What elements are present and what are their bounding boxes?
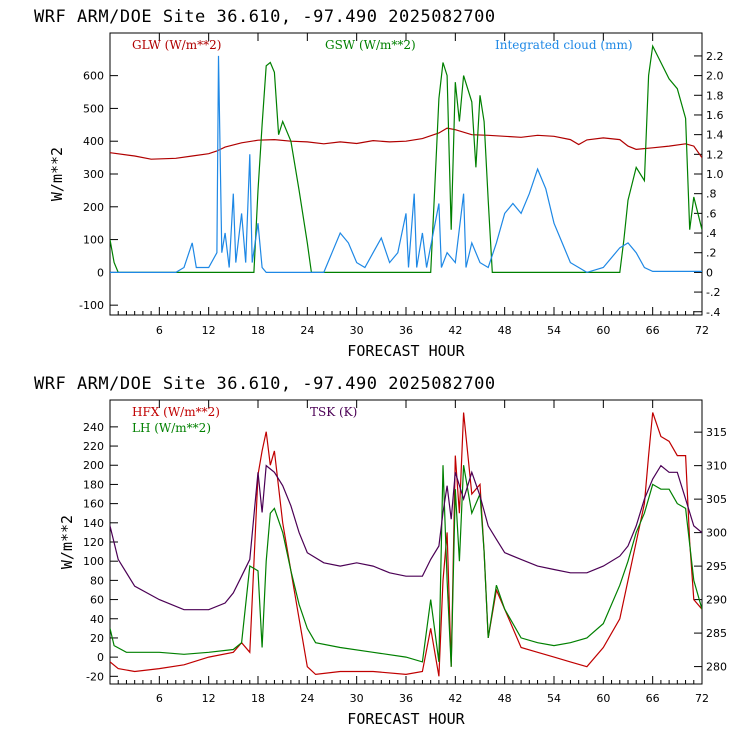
y-tick-label: 100 bbox=[83, 234, 104, 247]
y-tick-label: 240 bbox=[83, 421, 104, 434]
x-tick-label: 30 bbox=[350, 692, 364, 705]
plot-frame bbox=[109, 399, 703, 685]
y-tick-label: 20 bbox=[90, 632, 104, 645]
series-line-2 bbox=[110, 465, 702, 667]
y2-tick-label: 285 bbox=[706, 627, 727, 640]
x-tick-label: 48 bbox=[498, 324, 512, 337]
x-tick-label: 12 bbox=[202, 324, 216, 337]
x-tick-label: 12 bbox=[202, 692, 216, 705]
legend-entry: HFX (W/m**2) bbox=[132, 405, 220, 419]
x-tick-label: 24 bbox=[300, 324, 314, 337]
y2-tick-label: .6 bbox=[706, 207, 717, 220]
x-tick-label: 6 bbox=[156, 324, 163, 337]
y-tick-label: 180 bbox=[83, 478, 104, 491]
x-tick-label: 54 bbox=[547, 324, 561, 337]
y2-tick-label: -.4 bbox=[706, 306, 720, 319]
x-tick-label: 72 bbox=[695, 324, 709, 337]
y2-tick-label: 305 bbox=[706, 493, 727, 506]
x-tick-label: 66 bbox=[646, 692, 660, 705]
chart-title: WRF ARM/DOE Site 36.610, -97.490 2025082… bbox=[34, 374, 496, 394]
y2-tick-label: 280 bbox=[706, 661, 727, 674]
y2-tick-label: 1.0 bbox=[706, 168, 724, 181]
series-line-2 bbox=[110, 44, 702, 273]
x-tick-label: 60 bbox=[596, 692, 610, 705]
y2-tick-label: 295 bbox=[706, 560, 727, 573]
y-tick-label: 500 bbox=[83, 102, 104, 115]
y-tick-label: 0 bbox=[97, 266, 104, 279]
y2-tick-label: 290 bbox=[706, 594, 727, 607]
y2-tick-label: 2.2 bbox=[706, 50, 724, 63]
series-line-1 bbox=[110, 127, 702, 160]
y-tick-label: 300 bbox=[83, 168, 104, 181]
x-tick-label: 36 bbox=[399, 692, 413, 705]
y2-tick-label: 0 bbox=[706, 266, 713, 279]
y2-tick-label: 1.8 bbox=[706, 89, 724, 102]
y2-tick-label: .8 bbox=[706, 188, 717, 201]
y-tick-label: -100 bbox=[79, 299, 104, 312]
x-tick-label: 6 bbox=[156, 692, 163, 705]
y2-tick-label: 1.2 bbox=[706, 148, 724, 161]
y-tick-label: -20 bbox=[86, 670, 104, 683]
y-tick-label: 200 bbox=[83, 201, 104, 214]
y-axis-label: W/m**2 bbox=[48, 147, 66, 201]
y-tick-label: 140 bbox=[83, 517, 104, 530]
x-tick-label: 48 bbox=[498, 692, 512, 705]
y-axis-label: W/m**2 bbox=[58, 515, 76, 569]
chart-panel-1: WRF ARM/DOE Site 36.610, -97.490 2025082… bbox=[34, 7, 724, 360]
legend-entry: Integrated cloud (mm) bbox=[495, 38, 633, 52]
y2-tick-label: .4 bbox=[706, 227, 717, 240]
x-axis-label: FORECAST HOUR bbox=[347, 710, 465, 728]
y-tick-label: 400 bbox=[83, 135, 104, 148]
series-line-1 bbox=[110, 412, 702, 677]
y2-tick-label: 310 bbox=[706, 460, 727, 473]
x-tick-label: 30 bbox=[350, 324, 364, 337]
y-tick-label: 0 bbox=[97, 651, 104, 664]
x-tick-label: 18 bbox=[251, 324, 265, 337]
y2-tick-label: .2 bbox=[706, 247, 717, 260]
y-tick-label: 160 bbox=[83, 498, 104, 511]
x-tick-label: 66 bbox=[646, 324, 660, 337]
y-tick-label: 60 bbox=[90, 594, 104, 607]
legend-entry: GSW (W/m**2) bbox=[325, 38, 416, 52]
y2-tick-label: 315 bbox=[706, 426, 727, 439]
x-tick-label: 24 bbox=[300, 692, 314, 705]
y-tick-label: 120 bbox=[83, 536, 104, 549]
y-tick-label: 40 bbox=[90, 613, 104, 626]
y-tick-label: 200 bbox=[83, 459, 104, 472]
x-tick-label: 36 bbox=[399, 324, 413, 337]
y-tick-label: 600 bbox=[83, 70, 104, 83]
y2-tick-label: 1.6 bbox=[706, 109, 724, 122]
legend-entry: LH (W/m**2) bbox=[132, 421, 211, 435]
y-tick-label: 100 bbox=[83, 555, 104, 568]
legend-entry: TSK (K) bbox=[310, 405, 357, 419]
x-tick-label: 60 bbox=[596, 324, 610, 337]
series-line-3 bbox=[110, 464, 702, 611]
series-line-3 bbox=[110, 55, 702, 274]
x-axis-label: FORECAST HOUR bbox=[347, 342, 465, 360]
y2-tick-label: 1.4 bbox=[706, 129, 724, 142]
y2-tick-label: -.2 bbox=[706, 286, 720, 299]
chart-panel-2: WRF ARM/DOE Site 36.610, -97.490 2025082… bbox=[34, 374, 727, 728]
x-tick-label: 18 bbox=[251, 692, 265, 705]
y-tick-label: 80 bbox=[90, 574, 104, 587]
y-tick-label: 220 bbox=[83, 440, 104, 453]
x-tick-label: 42 bbox=[448, 692, 462, 705]
y2-tick-label: 2.0 bbox=[706, 70, 724, 83]
legend-entry: GLW (W/m**2) bbox=[132, 38, 221, 52]
x-tick-label: 42 bbox=[448, 324, 462, 337]
y2-tick-label: 300 bbox=[706, 527, 727, 540]
chart-title: WRF ARM/DOE Site 36.610, -97.490 2025082… bbox=[34, 7, 496, 27]
x-tick-label: 72 bbox=[695, 692, 709, 705]
x-tick-label: 54 bbox=[547, 692, 561, 705]
